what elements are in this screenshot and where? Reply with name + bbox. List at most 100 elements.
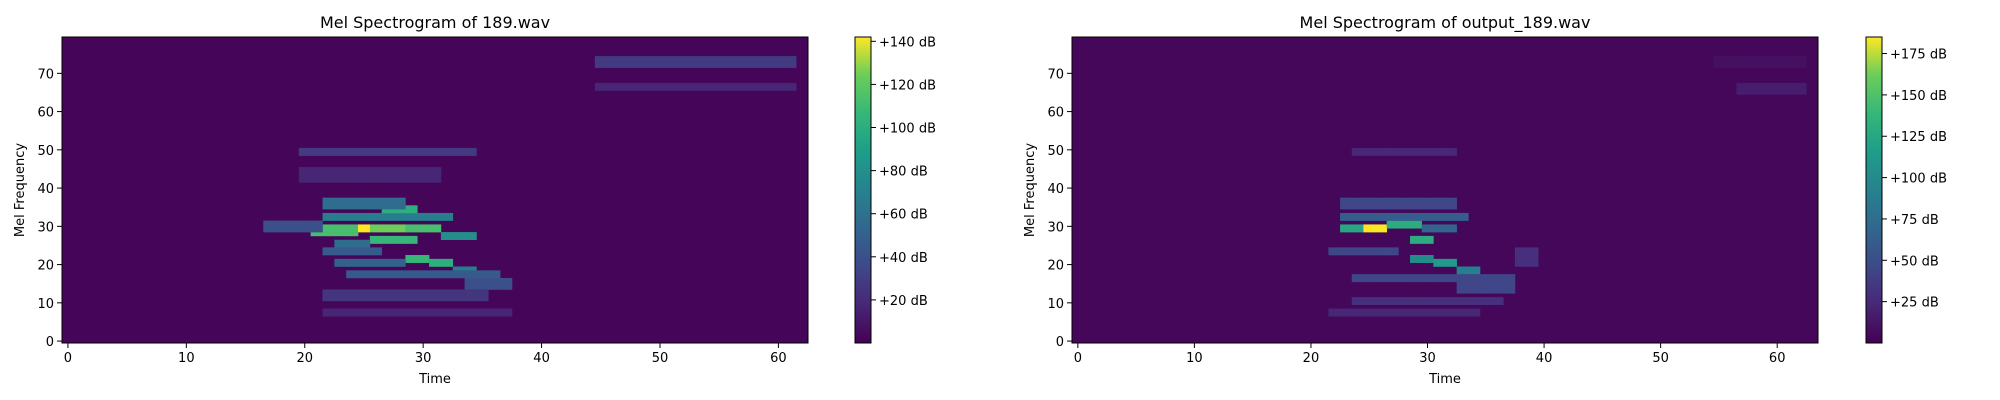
heatmap-cell: [346, 262, 359, 267]
heatmap-cell: [606, 82, 619, 88]
heatmap-cell: [417, 212, 430, 218]
heatmap-cell: [417, 255, 430, 260]
heatmap-cell: [358, 308, 371, 313]
heatmap-cell: [369, 251, 383, 256]
heatmap-cell: [346, 170, 359, 175]
heatmap-cell: [1375, 205, 1388, 210]
heatmap-cell: [1445, 258, 1457, 263]
heatmap-cell: [1503, 277, 1516, 283]
heatmap-cell: [1445, 308, 1457, 313]
heatmap-cell: [1398, 224, 1411, 229]
heatmap-cell: [760, 86, 773, 91]
heatmap-cell: [417, 289, 430, 294]
heatmap-cell: [369, 224, 383, 229]
heatmap-cell: [334, 243, 347, 248]
heatmap-cell: [275, 224, 288, 229]
heatmap-cell: [1421, 255, 1434, 260]
heatmap-cell: [1375, 201, 1388, 206]
heatmap-cell: [405, 224, 418, 229]
heatmap-cell: [1433, 147, 1446, 153]
y-tick-label: 70: [37, 67, 54, 82]
heatmap-cell: [1468, 274, 1481, 279]
heatmap-cell: [1351, 274, 1364, 279]
heatmap-cell: [1375, 197, 1388, 202]
heatmap-cell: [1759, 59, 1772, 65]
heatmap-cell: [334, 212, 347, 218]
heatmap-cell: [417, 270, 430, 275]
heatmap-cell: [452, 232, 465, 237]
heatmap-cell: [346, 232, 359, 237]
heatmap-cell: [1445, 216, 1457, 221]
heatmap-cell: [358, 201, 371, 206]
heatmap-cell: [1410, 235, 1422, 241]
y-tick-label: 50: [1047, 144, 1064, 159]
heatmap-cell: [1794, 63, 1807, 68]
heatmap-cell: [358, 274, 371, 279]
heatmap-cell: [1491, 297, 1504, 302]
y-tick-label: 0: [1056, 335, 1064, 350]
heatmap-cell: [393, 258, 406, 263]
colorbar-tick-label: +100 dB: [1890, 172, 1947, 187]
heatmap-cell: [1328, 247, 1341, 252]
heatmap-cell: [1375, 247, 1388, 252]
heatmap-cell: [452, 235, 465, 241]
heatmap-cell: [1351, 277, 1364, 283]
heatmap-cell: [405, 167, 418, 172]
heatmap-cell: [1410, 255, 1422, 260]
heatmap-cell: [1410, 216, 1422, 221]
heatmap-cell: [358, 224, 371, 229]
heatmap-cell: [381, 205, 394, 210]
heatmap-cell: [393, 197, 406, 202]
heatmap-cell: [1526, 258, 1539, 263]
heatmap-cell: [346, 197, 359, 202]
heatmap-cell: [381, 262, 394, 267]
heatmap-cell: [452, 289, 465, 294]
heatmap-cell: [689, 63, 702, 68]
x-tick-label: 40: [1536, 351, 1553, 366]
heatmap-cell: [1491, 274, 1504, 279]
heatmap-cell: [1363, 247, 1376, 252]
heatmap-cell: [760, 63, 773, 68]
heatmap-cell: [334, 205, 347, 210]
heatmap-cell: [322, 178, 335, 183]
heatmap-cell: [1363, 147, 1376, 153]
heatmap-cell: [1410, 308, 1422, 313]
heatmap-cell: [358, 167, 371, 172]
heatmap-cell: [405, 228, 418, 233]
y-tick-label: 10: [1047, 297, 1064, 312]
heatmap-cell: [725, 82, 738, 88]
heatmap-cell: [1421, 258, 1434, 263]
heatmap-cell: [417, 151, 430, 156]
heatmap-cell: [1328, 308, 1341, 313]
heatmap-cell: [772, 56, 785, 61]
heatmap-cell: [310, 228, 323, 233]
heatmap-cell: [393, 308, 406, 313]
heatmap-cell: [476, 281, 489, 286]
heatmap-cell: [1491, 289, 1504, 294]
heatmap-cell: [1398, 147, 1411, 153]
heatmap-cell: [452, 293, 465, 298]
heatmap-cell: [322, 174, 335, 179]
heatmap-cell: [1351, 308, 1364, 313]
heatmap-cell: [1421, 197, 1434, 202]
x-tick-label: 40: [533, 351, 550, 366]
heatmap-cell: [618, 86, 631, 91]
heatmap-cell: [1771, 90, 1784, 95]
heatmap-cell: [689, 86, 702, 91]
heatmap-cell: [405, 255, 418, 260]
heatmap-cell: [393, 274, 406, 279]
heatmap-cell: [405, 235, 418, 241]
heatmap-cell: [358, 247, 371, 252]
heatmap-cell: [476, 312, 489, 317]
heatmap-cell: [334, 297, 347, 302]
heatmap-cell: [725, 86, 738, 91]
heatmap-cell: [1479, 300, 1492, 306]
heatmap-cell: [1759, 90, 1772, 95]
heatmap-cell: [369, 205, 383, 210]
heatmap-cell: [310, 174, 323, 179]
heatmap-cell: [381, 270, 394, 275]
heatmap-cell: [1445, 205, 1457, 210]
heatmap-cell: [1433, 297, 1446, 302]
heatmap-cell: [322, 197, 335, 202]
